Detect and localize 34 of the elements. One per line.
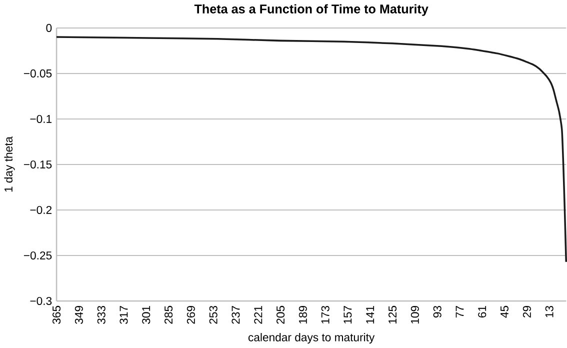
- x-tick-label: 333: [97, 306, 106, 324]
- x-tick-label: 301: [142, 306, 150, 324]
- x-tick-label: 253: [209, 306, 218, 324]
- y-tick-label: −0.25: [24, 252, 52, 260]
- chart-title: Theta as a Function of Time to Maturity: [194, 4, 428, 16]
- x-tick-label: 349: [74, 306, 83, 324]
- x-tick-label: 125: [388, 306, 397, 324]
- x-tick-label: 29: [522, 306, 531, 318]
- x-tick-label: 317: [120, 306, 128, 324]
- x-tick-label: 13: [545, 306, 554, 318]
- x-tick-label: 93: [433, 306, 442, 318]
- x-tick-label: 221: [254, 306, 262, 324]
- y-tick-label: −0.05: [24, 70, 52, 78]
- x-tick-label: 61: [478, 306, 486, 318]
- x-axis-title: calendar days to maturity: [248, 333, 375, 344]
- x-tick-label: 77: [456, 306, 464, 318]
- x-tick-label: 285: [164, 306, 173, 324]
- y-tick-label: 0: [46, 24, 52, 32]
- x-tick-label: 269: [186, 306, 195, 324]
- line-series: [56, 36, 567, 263]
- x-tick-label: 173: [321, 306, 330, 324]
- x-tick-label: 141: [366, 306, 374, 324]
- y-tick-label: −0.15: [24, 160, 52, 169]
- x-tick-label: 189: [298, 306, 307, 324]
- x-tick-label: 109: [410, 306, 419, 324]
- y-axis-title: 1 day theta: [4, 136, 15, 192]
- x-tick-label: 205: [276, 306, 285, 324]
- x-tick-label: 237: [232, 306, 240, 324]
- y-tick-label: −0.3: [30, 297, 52, 306]
- x-tick-label: 157: [344, 306, 352, 324]
- x-tick-label: 365: [52, 306, 61, 324]
- x-tick-label: 45: [500, 306, 508, 318]
- y-tick-label: −0.2: [30, 206, 52, 214]
- y-tick-label: −0.1: [30, 115, 52, 124]
